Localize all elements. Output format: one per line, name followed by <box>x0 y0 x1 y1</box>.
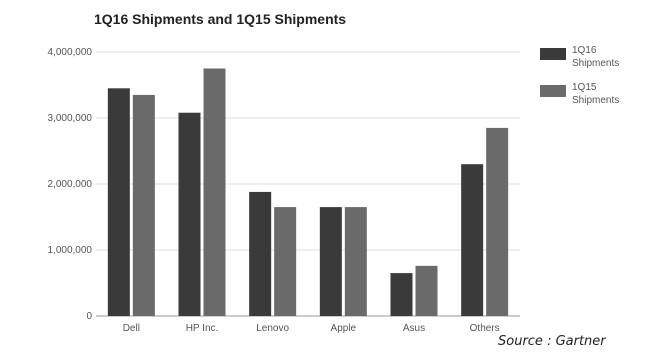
x-tick-label: Lenovo <box>256 323 289 334</box>
y-tick-label: 1,000,000 <box>48 245 93 256</box>
legend: 1Q16 Shipments 1Q15 Shipments <box>540 45 619 106</box>
bar <box>344 207 367 316</box>
gridlines <box>96 51 520 317</box>
chart-title: 1Q16 Shipments and 1Q15 Shipments <box>94 11 346 27</box>
bar <box>415 265 438 316</box>
legend-label: 1Q16 Shipments <box>572 45 619 69</box>
source-note: Source : Gartner <box>498 334 606 349</box>
bar <box>249 191 272 316</box>
legend-label: 1Q15 Shipments <box>572 82 619 106</box>
y-axis-ticks: 0 1,000,000 2,000,000 3,000,000 4,000,000 <box>48 47 93 322</box>
x-tick-label: Others <box>470 323 500 334</box>
x-tick-label: Apple <box>331 323 357 334</box>
bar <box>203 68 226 316</box>
bar <box>178 112 201 316</box>
bar <box>390 273 413 316</box>
y-tick-label: 2,000,000 <box>48 179 93 190</box>
x-axis-labels: Dell HP Inc. Lenovo Apple Asus Others <box>123 323 500 334</box>
x-tick-label: Asus <box>403 323 425 334</box>
bar <box>132 94 155 317</box>
y-tick-label: 4,000,000 <box>48 47 93 58</box>
bar <box>461 164 484 316</box>
bar <box>274 207 297 316</box>
legend-swatch <box>540 48 566 60</box>
x-tick-label: HP Inc. <box>186 323 219 334</box>
bar <box>486 127 509 317</box>
bar <box>107 88 130 316</box>
y-tick-label: 3,000,000 <box>48 113 93 124</box>
bars <box>107 68 509 317</box>
y-tick-label: 0 <box>86 311 92 322</box>
bar <box>319 207 342 316</box>
legend-swatch <box>540 85 566 97</box>
x-tick-label: Dell <box>123 323 140 334</box>
